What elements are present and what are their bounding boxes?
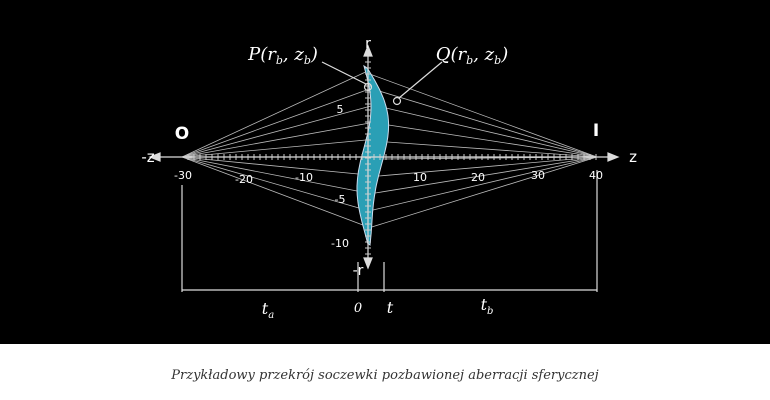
axes (148, 44, 620, 292)
lens (356, 64, 390, 246)
tb-sub: b (487, 306, 493, 317)
q-sub: b (494, 54, 501, 67)
r-tick-label: -10 (331, 237, 349, 250)
ray (181, 122, 370, 158)
t-label: t (387, 298, 394, 317)
ray (181, 156, 359, 209)
q-sub: b (466, 54, 473, 67)
ray (371, 156, 598, 228)
z-tick-label: 20 (471, 171, 485, 184)
tb-text: t (481, 295, 488, 314)
p-label: P(rb, zb) (247, 44, 318, 67)
p-suffix: ) (310, 44, 318, 65)
z-tick-label: 10 (413, 171, 427, 184)
p-prefix: P(r (247, 44, 277, 65)
ray (181, 156, 359, 175)
background (0, 0, 770, 344)
image-point: I (593, 121, 599, 141)
object-point: O (175, 124, 189, 144)
ray (181, 105, 372, 158)
zero-label: 0 (354, 301, 362, 316)
ray (387, 141, 598, 158)
neg-z-label: -z (141, 148, 154, 166)
p-sub: b (276, 54, 283, 67)
z-tick-label: -10 (295, 171, 313, 184)
ray (181, 156, 358, 192)
p-sub: b (304, 54, 311, 67)
p-mid: , z (283, 44, 304, 65)
r-label: r (365, 36, 371, 52)
q-label: Q(rb, zb) (436, 44, 508, 67)
ray (369, 73, 598, 158)
ta-text: t (262, 299, 269, 318)
ray (378, 156, 598, 177)
caption: Przykładowy przekrój soczewki pozbawione… (171, 368, 599, 383)
r-tick-label: -5 (335, 193, 346, 206)
ray (385, 107, 598, 158)
r-tick-label: 5 (337, 103, 344, 116)
z-tick-label: -20 (235, 173, 253, 186)
tb-label: tb (481, 295, 494, 317)
q-mid: , z (473, 44, 494, 65)
ray (181, 139, 367, 158)
z-tick-label: -30 (174, 169, 192, 182)
ray (181, 156, 363, 226)
z-label: z (629, 148, 637, 166)
q-suffix: ) (500, 44, 508, 65)
tick-marks (187, 61, 597, 255)
diagram: -z z r -r O I P(rb, zb) Q(rb, zb) ta 0 t… (0, 0, 770, 344)
ray (181, 71, 366, 158)
ray (388, 124, 598, 158)
z-tick-label: 30 (531, 169, 545, 182)
ta-label: ta (262, 299, 274, 321)
ray (372, 156, 598, 211)
ray (375, 156, 598, 194)
neg-r-label: -r (353, 263, 364, 279)
ray (379, 90, 598, 158)
ray (181, 88, 370, 158)
z-tick-label: 40 (589, 169, 603, 182)
ta-sub: a (268, 310, 274, 321)
q-prefix: Q(r (436, 44, 468, 65)
